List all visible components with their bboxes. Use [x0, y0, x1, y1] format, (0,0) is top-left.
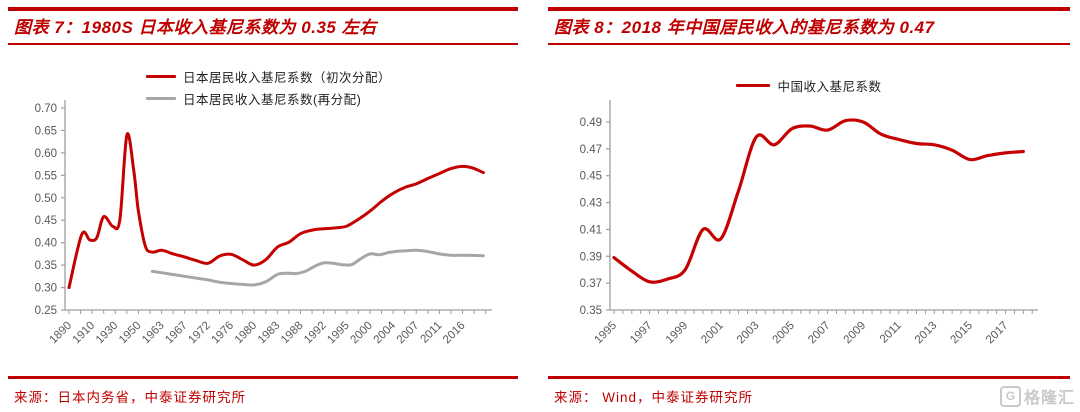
x-tick-label: 2003 [735, 320, 762, 347]
x-tick-label: 2013 [913, 320, 940, 347]
left-title-top-rule [8, 7, 518, 11]
y-tick-label: 0.60 [35, 148, 57, 160]
x-tick-label: 1992 [302, 320, 329, 347]
x-tick-label: 1890 [48, 320, 75, 347]
legend-item-japan-redistribution: 日本居民收入基尼系数(再分配) [146, 89, 391, 108]
x-tick-label: 2007 [395, 320, 422, 347]
series-line-1 [150, 248, 485, 287]
y-tick-label: 0.37 [580, 278, 602, 290]
gelonghui-logo: G 格隆汇 [999, 384, 1075, 408]
x-tick-label: 2005 [771, 320, 798, 347]
right-chart-legend: 中国收入基尼系数 [548, 76, 1070, 95]
x-tick-label: 2015 [948, 320, 975, 347]
x-tick-label: 2000 [348, 320, 375, 347]
left-title-bottom-rule [8, 43, 518, 45]
y-tick-label: 0.35 [580, 305, 602, 317]
x-tick-label: 1967 [163, 320, 190, 347]
x-tick-label: 1963 [140, 320, 167, 347]
x-tick-label: 1976 [210, 320, 237, 347]
y-tick-label: 0.50 [35, 193, 57, 205]
x-tick-label: 2007 [806, 320, 833, 347]
red-line-swatch-icon [736, 84, 771, 87]
x-tick-label: 1910 [71, 320, 98, 347]
y-tick-label: 0.39 [580, 251, 602, 263]
gelonghui-logo-text: 格隆汇 [1023, 390, 1075, 407]
series-line-0 [612, 118, 1025, 284]
y-tick-label: 0.70 [35, 103, 57, 115]
y-tick-label: 0.25 [35, 305, 57, 317]
x-tick-label: 1999 [664, 320, 691, 347]
right-title-bottom-rule [548, 43, 1070, 45]
x-tick-label: 1997 [628, 320, 655, 347]
y-tick-label: 0.47 [580, 144, 602, 156]
left-chart-legend: 日本居民收入基尼系数（初次分配） 日本居民收入基尼系数(再分配) [146, 67, 391, 108]
china-gini-line-chart: 0.49 0.47 0.45 0.43 0.41 0.39 0.37 0.35 1995 1997… [580, 100, 1038, 347]
x-tick-label: 2004 [372, 319, 399, 346]
right-chart-title: 图表 8：2018 年中国居民收入的基尼系数为 0.47 [554, 18, 935, 37]
japan-gini-line-chart: 0.70 0.65 0.60 0.55 0.50 0.45 0.40 0.35 0.30 0.25… [35, 100, 492, 347]
x-tick-label: 1930 [94, 320, 121, 347]
y-tick-label: 0.40 [35, 238, 57, 250]
y-tick-label: 0.35 [35, 260, 57, 272]
x-tick-label: 2001 [699, 320, 726, 347]
x-tick-label: 1995 [325, 320, 352, 347]
legend-item-japan-primary: 日本居民收入基尼系数（初次分配） [146, 67, 391, 86]
legend-label: 日本居民收入基尼系数（初次分配） [183, 71, 392, 85]
x-tick-label: 1988 [279, 320, 306, 347]
x-tick-label: 1972 [186, 320, 213, 347]
x-tick-label: 1983 [256, 320, 283, 347]
x-tick-label: 2009 [842, 320, 869, 347]
x-tick-label: 2016 [441, 320, 468, 347]
y-tick-label: 0.30 [35, 283, 57, 295]
y-tick-label: 0.45 [35, 215, 57, 227]
gray-line-swatch-icon [146, 97, 176, 100]
x-tick-label: 2011 [878, 320, 904, 346]
x-tick-label: 2017 [984, 320, 1011, 347]
y-tick-label: 0.45 [580, 171, 602, 183]
legend-label: 日本居民收入基尼系数(再分配) [183, 93, 362, 107]
gelonghui-logo-icon: G [999, 385, 1021, 407]
x-tick-label: 1995 [593, 320, 620, 347]
right-source-text: 来源： Wind，中泰证券研究所 [554, 390, 754, 405]
y-tick-label: 0.55 [35, 170, 57, 182]
series-line-0 [67, 132, 485, 290]
right-title-top-rule [548, 7, 1070, 11]
y-tick-label: 0.41 [580, 224, 602, 236]
red-line-swatch-icon [146, 75, 176, 78]
left-source-text: 来源：日本内务省，中泰证券研究所 [14, 390, 246, 405]
right-source-rule [548, 376, 1070, 379]
legend-item-china-gini: 中国收入基尼系数 [736, 76, 881, 95]
y-tick-label: 0.49 [580, 117, 602, 129]
x-tick-label: 1980 [233, 320, 260, 347]
x-tick-label: 2011 [419, 320, 445, 346]
y-tick-label: 0.43 [580, 198, 602, 210]
left-chart-title: 图表 7：1980S 日本收入基尼系数为 0.35 左右 [14, 18, 377, 37]
y-tick-label: 0.65 [35, 125, 57, 137]
legend-label: 中国收入基尼系数 [777, 80, 882, 94]
x-tick-label: 1950 [117, 320, 144, 347]
left-source-rule [8, 376, 518, 379]
